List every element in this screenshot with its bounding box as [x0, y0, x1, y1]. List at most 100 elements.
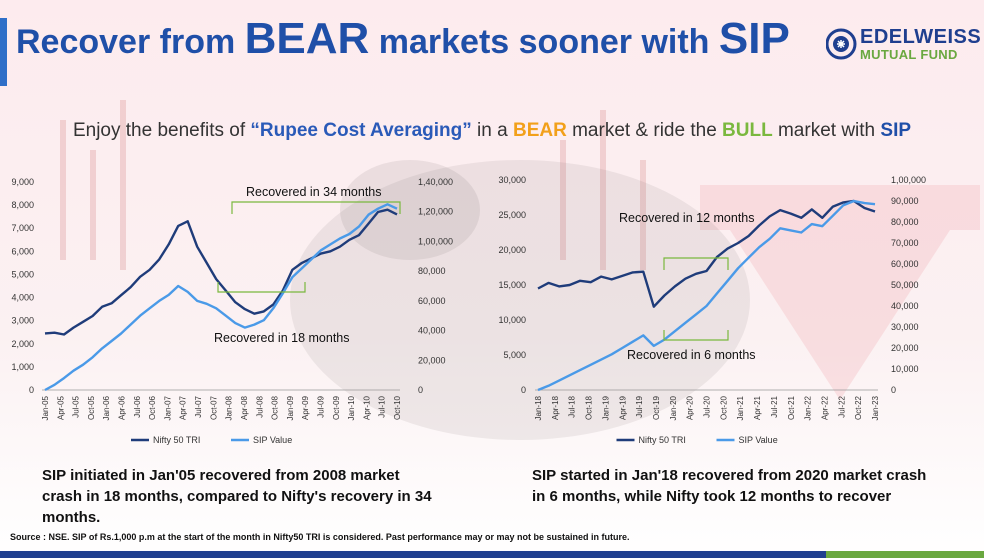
chart2-right-tick: 30,000	[891, 322, 919, 332]
chart1-left-tick: 3,000	[11, 316, 34, 326]
chart1-left-tick: 6,000	[11, 246, 34, 256]
chart1-right-tick: 1,20,000	[418, 207, 453, 217]
chart2-x-tick: Oct-18	[585, 395, 594, 420]
chart2-x-tick: Oct-20	[719, 395, 728, 420]
chart2-x-tick: Apr-20	[686, 395, 695, 420]
subtitle: Enjoy the benefits of “Rupee Cost Averag…	[0, 120, 984, 142]
chart1-x-tick: Jan-06	[102, 395, 111, 420]
title-bear: BEAR	[244, 14, 370, 63]
chart1-right-tick: 1,00,000	[418, 236, 453, 246]
chart1-right-tick: 80,000	[418, 266, 446, 276]
chart2-legend-label: Nifty 50 TRI	[639, 435, 686, 445]
chart2-recovery-bracket	[663, 330, 729, 341]
chart1-x-tick: Oct-05	[87, 395, 96, 420]
chart1-x-tick: Oct-08	[271, 395, 280, 420]
chart2-right-tick: 20,000	[891, 343, 919, 353]
chart2-left-tick: 25,000	[498, 210, 526, 220]
subtitle-rupee-cost: “Rupee Cost Averaging”	[250, 120, 472, 141]
chart1-right-tick: 40,000	[418, 326, 446, 336]
chart2-x-tick: Jul-18	[568, 395, 577, 417]
chart1-right-tick: 0	[418, 385, 423, 395]
chart2-right-tick: 50,000	[891, 280, 919, 290]
chart2-x-tick: Oct-19	[652, 395, 661, 420]
chart1-annotation: Recovered in 18 months	[214, 331, 350, 345]
chart1-left-tick: 5,000	[11, 269, 34, 279]
chart1-recovery-bracket	[231, 201, 401, 214]
chart2-right-tick: 80,000	[891, 217, 919, 227]
chart1-x-tick: Oct-07	[209, 395, 218, 420]
title-part-2: markets sooner with	[369, 23, 719, 61]
chart1-x-tick: Jul-05	[72, 395, 81, 417]
chart2-x-tick: Apr-19	[618, 395, 627, 420]
subtitle-part-1: Enjoy the benefits of	[72, 120, 251, 141]
chart1-x-tick: Apr-07	[179, 395, 188, 420]
chart1-x-tick: Apr-06	[118, 395, 127, 420]
chart2-x-tick: Jan-21	[736, 395, 745, 420]
chart1-left-tick: 4,000	[11, 293, 34, 303]
chart1-x-tick: Jan-08	[225, 395, 234, 420]
chart2-annotation: Recovered in 12 months	[619, 211, 755, 225]
chart2-x-tick: Apr-22	[820, 395, 829, 420]
chart1-x-tick: Jul-09	[316, 395, 325, 417]
brand-name: EDELWEISS	[860, 26, 982, 48]
chart1-x-tick: Apr-09	[301, 395, 310, 420]
caption-right: SIP started in Jan'18 recovered from 202…	[532, 467, 927, 505]
chart2-right-tick: 60,000	[891, 259, 919, 269]
subtitle-part-7: market with	[772, 120, 881, 141]
chart2-left-tick: 15,000	[498, 280, 526, 290]
chart2-x-tick: Jan-23	[871, 395, 880, 420]
chart2-x-tick: Jan-22	[804, 395, 813, 420]
edelweiss-logo-icon	[826, 28, 857, 60]
chart2-x-tick: Oct-21	[787, 395, 796, 420]
chart1-x-tick: Oct-06	[148, 395, 157, 420]
chart1-left-tick: 7,000	[11, 223, 34, 233]
chart1-x-tick: Jan-07	[163, 395, 172, 420]
chart1-x-tick: Oct-09	[332, 395, 341, 420]
chart2-x-tick: Jan-19	[601, 395, 610, 420]
subtitle-bear: BEAR	[512, 120, 567, 141]
chart1-x-tick: Jan-09	[286, 395, 295, 420]
chart1-x-tick: Jan-10	[347, 395, 356, 420]
chart1-sip-line	[44, 203, 398, 392]
chart1-legend-label: SIP Value	[253, 435, 292, 445]
caption-left: SIP initiated in Jan'05 recovered from 2…	[42, 467, 432, 526]
chart2-left-tick: 5,000	[503, 350, 526, 360]
subtitle-bull: BULL	[722, 120, 773, 141]
chart1-legend-label: Nifty 50 TRI	[153, 435, 200, 445]
chart2-x-tick: Jan-20	[669, 395, 678, 420]
chart2-left-tick: 30,000	[498, 175, 526, 185]
chart2-x-tick: Oct-22	[854, 395, 863, 420]
chart2-left-tick: 0	[521, 385, 526, 395]
subtitle-part-5: market & ride the	[566, 120, 723, 141]
title-part-1: Recover from	[16, 23, 245, 61]
chart2-x-tick: Jul-19	[635, 395, 644, 417]
chart2-right-tick: 10,000	[891, 364, 919, 374]
chart2-x-tick: Jan-18	[534, 395, 543, 420]
page-title: Recover from BEAR markets sooner with SI…	[16, 14, 790, 64]
chart2-left-tick: 10,000	[498, 315, 526, 325]
subtitle-part-3: in a	[471, 120, 513, 141]
chart2-x-tick: Jul-20	[703, 395, 712, 417]
chart2-right-tick: 1,00,000	[891, 175, 926, 185]
chart2-annotation: Recovered in 6 months	[627, 348, 756, 362]
chart1-nifty-line	[44, 208, 398, 336]
chart1-left-tick: 9,000	[11, 177, 34, 187]
chart2-x-tick: Apr-21	[753, 395, 762, 420]
chart2-right-tick: 40,000	[891, 301, 919, 311]
chart1-recovery-bracket	[217, 282, 306, 293]
chart1-x-tick: Jul-10	[378, 395, 387, 417]
chart1-x-tick: Jul-06	[133, 395, 142, 417]
footer-bar-accent	[826, 551, 984, 558]
chart2-recovery-bracket	[663, 257, 729, 270]
chart1-left-tick: 8,000	[11, 200, 34, 210]
chart2-x-tick: Jul-22	[837, 395, 846, 417]
chart1-x-tick: Apr-10	[362, 395, 371, 420]
chart1-x-tick: Apr-05	[56, 395, 65, 420]
chart2-nifty-line	[537, 199, 876, 308]
chart2-x-tick: Jul-21	[770, 395, 779, 417]
chart2-right-tick: 70,000	[891, 238, 919, 248]
chart1-left-tick: 2,000	[11, 339, 34, 349]
chart1-x-tick: Jan-05	[41, 395, 50, 420]
chart2-sip-line	[537, 199, 876, 392]
